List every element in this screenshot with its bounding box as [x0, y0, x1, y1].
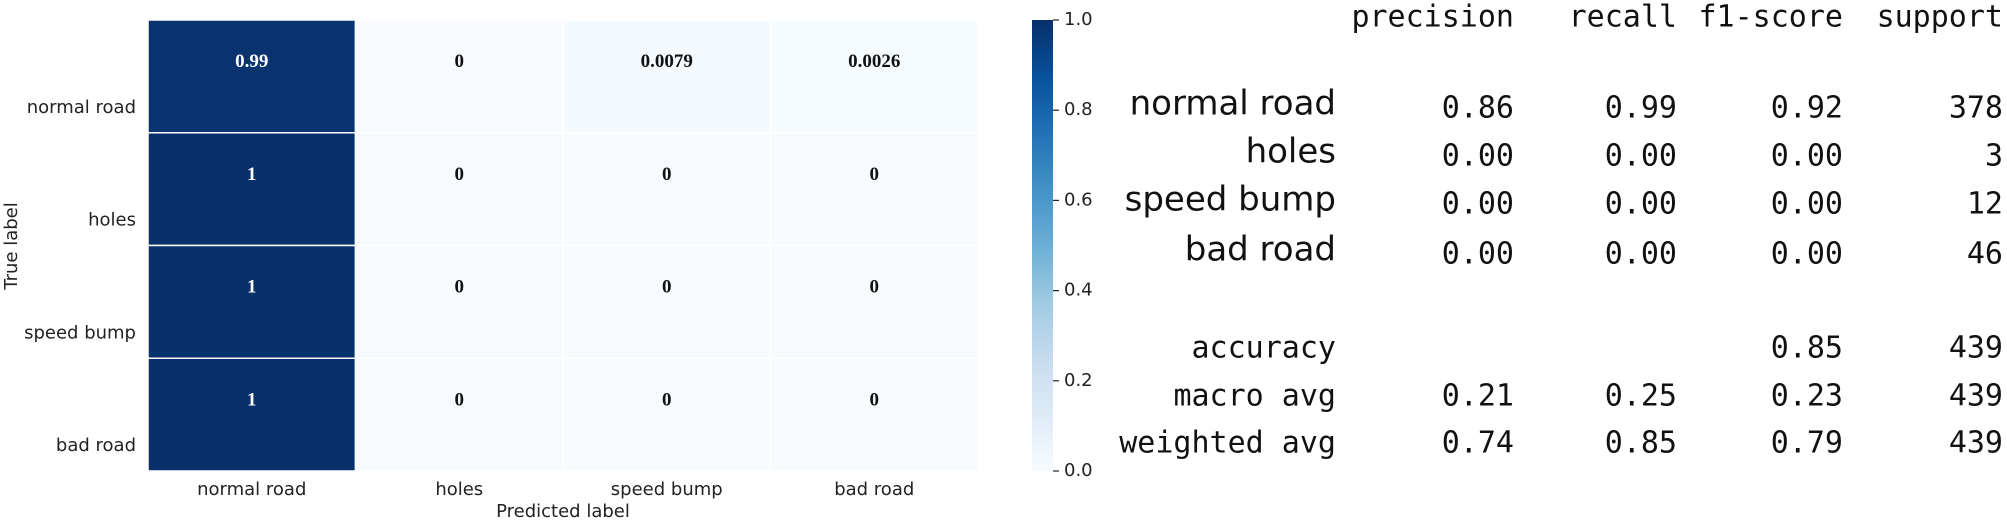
table-cell: 0.00 [1771, 237, 1843, 272]
column-header: precision [1351, 0, 1514, 35]
cell [562, 244, 772, 359]
cell-label: 0.0026 [848, 51, 900, 72]
table-cell: 439 [1949, 379, 2003, 414]
row-label: bad road [1185, 230, 1336, 270]
column-header: support [1877, 0, 2003, 35]
colorbar-tick-label: 1.0 [1064, 9, 1093, 30]
x-axis-label: Predicted label [496, 501, 630, 520]
cell-label: 0.99 [235, 51, 268, 72]
y-tick-label: bad road [56, 435, 136, 456]
row-label: accuracy [1192, 331, 1337, 366]
table-cell: 0.85 [1605, 426, 1677, 461]
column-header: f1-score [1699, 0, 1844, 35]
colorbar [1032, 20, 1053, 471]
table-cell: 0.00 [1771, 139, 1843, 174]
table-cell: 378 [1949, 91, 2003, 126]
cell [354, 132, 564, 247]
cell-label: 0 [455, 51, 465, 72]
table-cell: 0.23 [1771, 379, 1843, 414]
row-label: holes [1246, 132, 1336, 172]
cell-label: 0 [662, 277, 672, 298]
table-cell: 0.21 [1442, 379, 1514, 414]
colorbar-tick-label: 0.6 [1064, 189, 1093, 210]
table-cell: 0.25 [1605, 379, 1677, 414]
table-cell: 46 [1967, 237, 2003, 272]
cell-label: 1 [247, 164, 257, 185]
cell-label: 1 [247, 277, 257, 298]
cell [354, 244, 564, 359]
y-tick-label: holes [88, 210, 136, 231]
table-cell: 0.00 [1771, 187, 1843, 222]
cell [769, 132, 979, 247]
cell [562, 132, 772, 247]
cell [147, 19, 357, 134]
table-cell: 0.00 [1605, 139, 1677, 174]
table-cell: 439 [1949, 426, 2003, 461]
cell-label: 0 [870, 389, 880, 410]
cell [769, 244, 979, 359]
x-tick-label: normal road [197, 479, 306, 500]
table-cell: 0.00 [1442, 187, 1514, 222]
row-label: normal road [1130, 84, 1336, 124]
cell [147, 132, 357, 247]
y-tick-label: speed bump [24, 322, 136, 343]
table-cell: 439 [1949, 331, 2003, 366]
cell [354, 357, 564, 472]
table-cell: 0.00 [1605, 187, 1677, 222]
cell-label: 0.0079 [641, 51, 693, 72]
table-cell: 0.92 [1771, 91, 1843, 126]
cell-label: 0 [455, 389, 465, 410]
x-tick-label: holes [435, 479, 483, 500]
row-label: macro avg [1173, 379, 1336, 414]
table-cell: 0.00 [1442, 237, 1514, 272]
cell-label: 0 [662, 389, 672, 410]
table-cell: 0.86 [1442, 91, 1514, 126]
x-tick-label: speed bump [611, 479, 723, 500]
colorbar-tick-label: 0.0 [1064, 460, 1093, 481]
cell [562, 19, 772, 134]
table-cell: 0.74 [1442, 426, 1514, 461]
colorbar-tick-label: 0.4 [1064, 280, 1093, 301]
table-cell: 0.99 [1605, 91, 1677, 126]
cell-label: 0 [455, 164, 465, 185]
cell [562, 357, 772, 472]
cell [354, 19, 564, 134]
colorbar-tick-label: 0.8 [1064, 99, 1093, 120]
y-tick-label: normal road [27, 97, 136, 118]
cell-label: 0 [662, 164, 672, 185]
table-cell: 3 [1985, 139, 2003, 174]
y-axis-label: True label [1, 202, 22, 291]
table-cell: 12 [1967, 187, 2003, 222]
colorbar-tick-label: 0.2 [1064, 370, 1093, 391]
table-cell: 0.79 [1771, 426, 1843, 461]
row-label: speed bump [1125, 180, 1336, 220]
cell-label: 1 [247, 389, 257, 410]
cell [147, 244, 357, 359]
x-tick-label: bad road [834, 479, 914, 500]
cell [147, 357, 357, 472]
cell [769, 357, 979, 472]
cell-label: 0 [870, 277, 880, 298]
row-label: weighted avg [1119, 426, 1336, 461]
cell-label: 0 [455, 277, 465, 298]
cell-label: 0 [870, 164, 880, 185]
cell [769, 19, 979, 134]
table-cell: 0.00 [1442, 139, 1514, 174]
table-cell: 0.85 [1771, 331, 1843, 366]
column-header: recall [1569, 0, 1677, 35]
table-cell: 0.00 [1605, 237, 1677, 272]
